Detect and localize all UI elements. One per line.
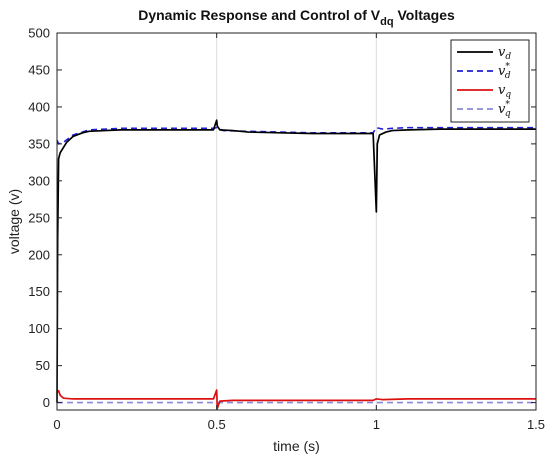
x-ticks: 0 0.5 1 1.5 — [53, 33, 545, 432]
legend-label: v* q — [498, 100, 511, 119]
y-tick-label: 150 — [28, 284, 50, 299]
series-layer — [56, 119, 536, 410]
legend-label: vq — [498, 83, 511, 100]
y-tick-label: 100 — [28, 321, 50, 336]
x-tick-label: 1 — [373, 417, 380, 432]
x-tick-label: 1.5 — [527, 417, 545, 432]
y-axis-label: voltage (v) — [6, 189, 22, 254]
y-tick-label: 300 — [28, 173, 50, 188]
y-tick-label: 350 — [28, 136, 50, 151]
y-tick-label: 0 — [43, 395, 50, 410]
legend: vdv* d vqv* q — [450, 39, 530, 123]
y-tick-label: 400 — [28, 99, 50, 114]
legend-label: v* d — [498, 62, 511, 81]
y-tick-label: 50 — [36, 358, 50, 373]
grid — [216, 33, 377, 410]
x-tick-label: 0 — [53, 417, 60, 432]
chart-title-suffix: Voltages — [394, 7, 455, 23]
legend-label: vd — [498, 45, 511, 62]
chart-title-main: Dynamic Response and Control of V — [138, 7, 381, 23]
y-tick-label: 450 — [28, 62, 50, 77]
x-axis-label: time (s) — [273, 438, 320, 454]
y-tick-label: 500 — [28, 26, 50, 41]
chart-title: Dynamic Response and Control of Vdq Volt… — [138, 7, 455, 28]
x-tick-label: 0.5 — [208, 417, 226, 432]
chart-title-subscript: dq — [380, 16, 393, 28]
y-tick-label: 250 — [28, 210, 50, 225]
y-ticks: 0 50 100 150 200 250 300 350 400 450 500 — [28, 26, 536, 410]
y-tick-label: 200 — [28, 247, 50, 262]
series-line-v-d — [56, 119, 536, 403]
series-line-v-q — [56, 389, 536, 410]
plot-frame — [56, 32, 537, 411]
